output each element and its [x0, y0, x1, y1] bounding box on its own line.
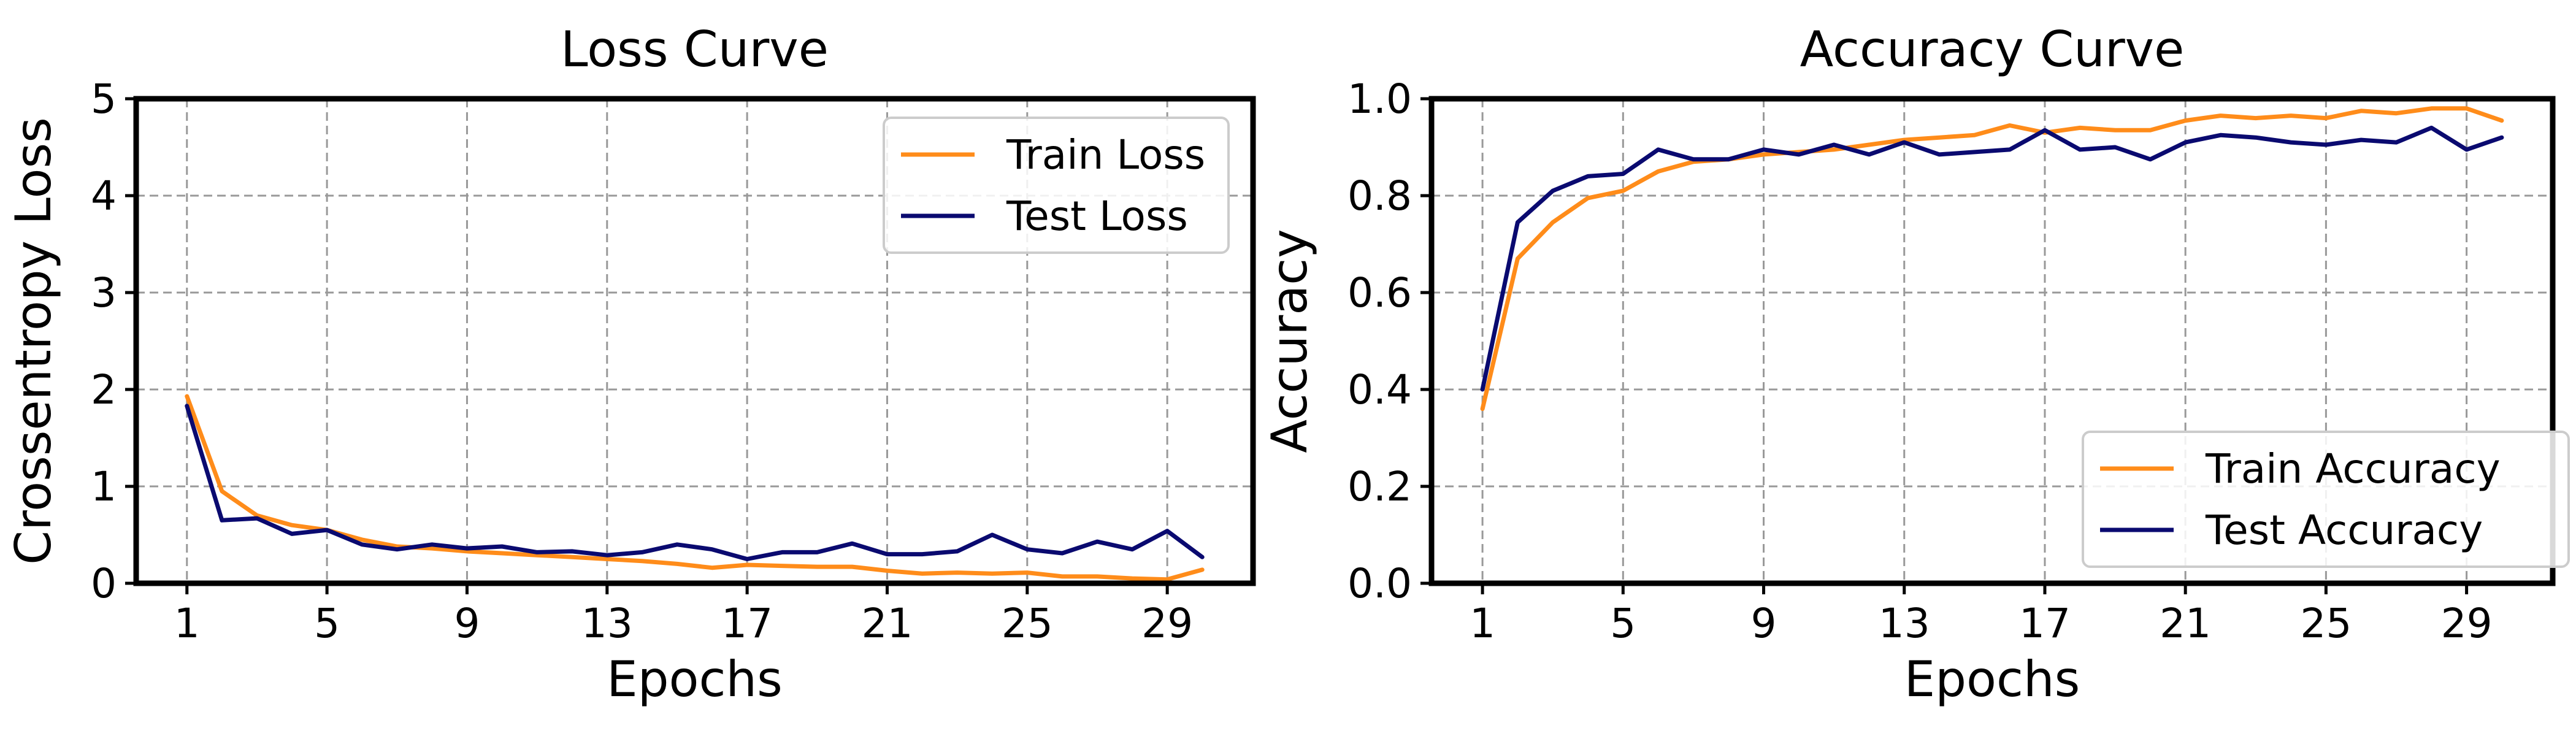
accuracy-chart: 1 5 9 13 17 21 25 29 0.0 0.2 0.4 0.6 0.8 1.0 Accuracy … [1261, 21, 2570, 708]
y-tick-label: 0.6 [1347, 269, 1412, 316]
x-tick-label: 17 [721, 600, 773, 647]
y-axis-label: Crossentropy Loss [5, 117, 62, 565]
legend: Train Loss Test Loss [883, 117, 1230, 254]
test-series-line [1480, 125, 2504, 392]
chart-title: Loss Curve [561, 21, 829, 78]
y-tick-label: 0 [91, 560, 117, 607]
y-tick-label: 0.2 [1347, 463, 1412, 510]
y-tick-label: 1.0 [1347, 75, 1412, 123]
y-tick-label: 3 [91, 269, 117, 316]
train-series-line [1480, 106, 2504, 412]
loss-chart: 1 5 9 13 17 21 25 29 0 1 2 3 4 5 Loss Curve Epochs Cross… [5, 21, 1256, 708]
x-tick-label: 29 [1141, 600, 1193, 647]
x-tick-label: 25 [1002, 600, 1053, 647]
y-tick-label: 0.8 [1347, 172, 1412, 220]
y-tick-label: 0.0 [1347, 560, 1412, 607]
y-tick-label: 4 [91, 172, 117, 220]
y-tick-label: 5 [91, 75, 117, 123]
plot-frame [1428, 96, 2556, 586]
x-tick-label: 9 [454, 600, 480, 647]
legend-label: Train Loss [1006, 131, 1205, 178]
x-tick-label: 25 [2300, 600, 2352, 647]
x-tick-label: 1 [174, 600, 200, 647]
y-tick-label: 0.4 [1347, 366, 1412, 413]
legend: Train Accuracy Test Accuracy [2082, 431, 2570, 568]
x-tick-label: 1 [1470, 600, 1495, 647]
x-tick-label: 17 [2019, 600, 2071, 647]
y-tick-label: 2 [91, 366, 117, 413]
legend-label: Test Loss [1006, 193, 1188, 240]
x-tick-label: 5 [1610, 600, 1636, 647]
x-axis-label: Epochs [1904, 651, 2080, 708]
x-tick-label: 21 [861, 600, 913, 647]
test-series-line [185, 404, 1205, 561]
chart-title: Accuracy Curve [1800, 21, 2185, 78]
y-tick-label: 1 [91, 463, 117, 510]
legend-box [2082, 431, 2570, 568]
plot-frame [133, 96, 1256, 586]
legend-label: Train Accuracy [2205, 445, 2501, 493]
legend-label: Test Accuracy [2205, 507, 2483, 554]
x-tick-label: 9 [1751, 600, 1777, 647]
x-tick-label: 29 [2441, 600, 2493, 647]
x-tick-label: 13 [1879, 600, 1930, 647]
legend-box [883, 117, 1230, 254]
y-axis-label: Accuracy [1261, 229, 1318, 453]
x-tick-label: 13 [581, 600, 633, 647]
train-series-line [185, 394, 1205, 582]
x-tick-label: 5 [314, 600, 340, 647]
x-axis-label: Epochs [607, 651, 783, 708]
x-tick-label: 21 [2160, 600, 2211, 647]
